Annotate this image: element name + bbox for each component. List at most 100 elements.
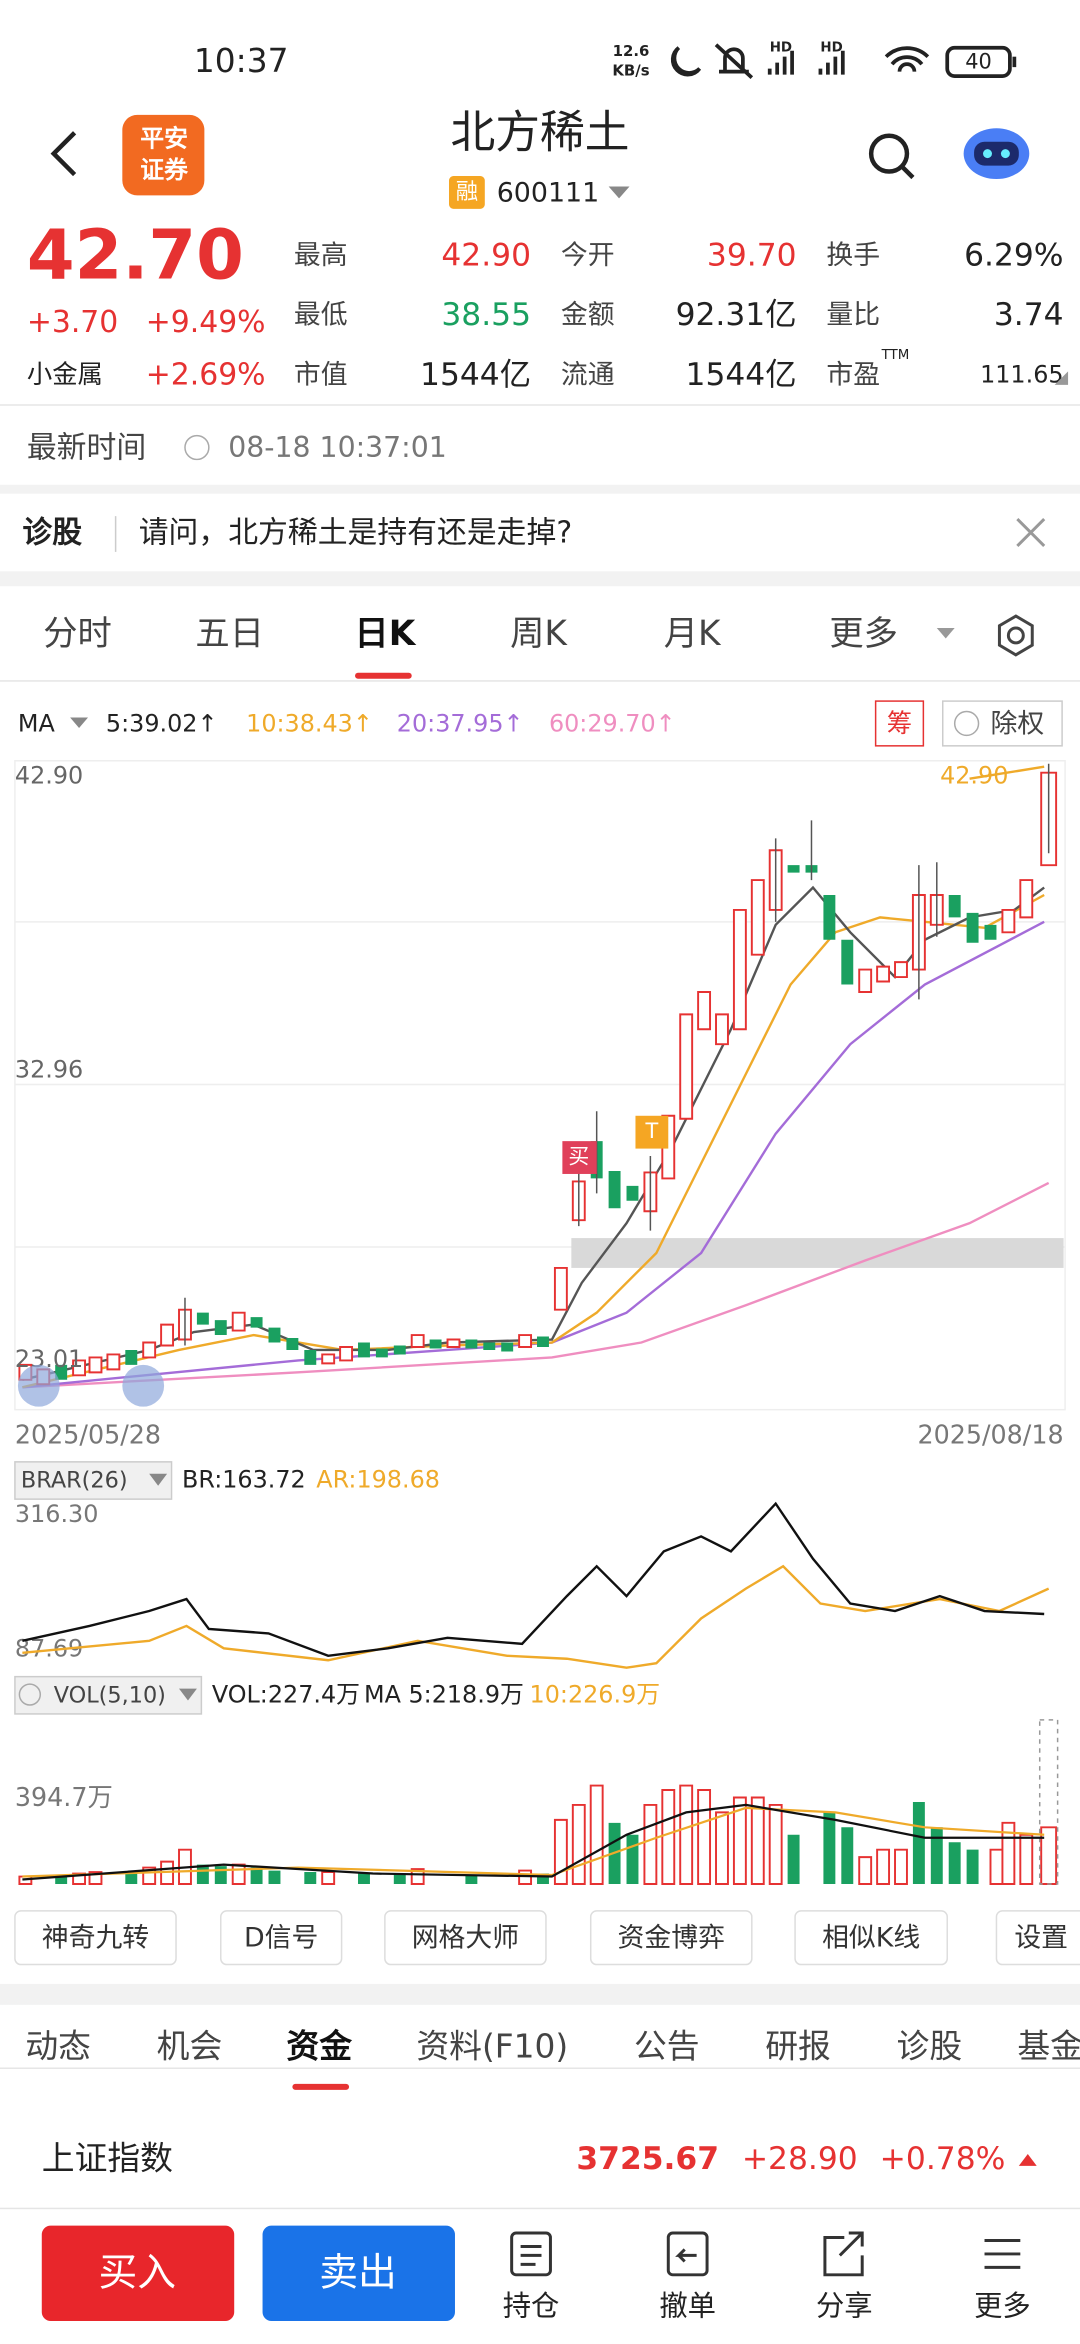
- chip-box[interactable]: [874, 700, 925, 747]
- ma-label[interactable]: MA: [18, 709, 56, 737]
- status-icons: [670, 43, 1017, 79]
- section-tab[interactable]: 公告: [634, 2028, 700, 2066]
- adjust[interactable]: 除权: [990, 708, 1044, 739]
- sell[interactable]: 卖出: [319, 2250, 397, 2295]
- tool[interactable]: 网格大师: [412, 1923, 519, 1954]
- robot[interactable]: [963, 128, 1030, 180]
- settings[interactable]: [997, 614, 1034, 657]
- chip[interactable]: 筹: [887, 708, 912, 738]
- current-box: [1038, 1719, 1059, 1885]
- vol-label[interactable]: VOL(5,10): [54, 1683, 166, 1709]
- vol-value: VOL:227.4万: [212, 1681, 360, 1709]
- title: 北方稀土: [451, 106, 630, 159]
- section-tab[interactable]: 资金: [286, 2028, 352, 2066]
- tool-button[interactable]: [589, 1910, 753, 1966]
- nav[interactable]: [17, 1364, 60, 1407]
- support-band: [571, 1238, 1064, 1268]
- tool[interactable]: 神奇九转: [42, 1923, 149, 1954]
- speed: 12.6: [613, 42, 650, 60]
- stat-value: 3.74: [994, 297, 1064, 333]
- stat-label: 市值: [294, 359, 348, 390]
- stat-label: 今开: [561, 240, 615, 271]
- tool[interactable]: D信号: [244, 1923, 318, 1954]
- index-pct: +0.78%: [880, 2141, 1006, 2177]
- buy-tag-bg: [562, 1141, 597, 1174]
- more-arrow[interactable]: [936, 627, 955, 639]
- high-label: 42.90: [940, 762, 1008, 790]
- tab[interactable]: 分时: [43, 614, 112, 654]
- tool-button[interactable]: [14, 1910, 177, 1966]
- search[interactable]: [868, 133, 915, 180]
- ma-arrow[interactable]: [70, 717, 89, 728]
- action[interactable]: 持仓: [503, 2290, 560, 2323]
- brar-box[interactable]: [14, 1461, 173, 1500]
- section-tab[interactable]: 资料(F10): [416, 2028, 568, 2066]
- brar-label[interactable]: BRAR(26): [21, 1468, 128, 1494]
- close[interactable]: [1016, 518, 1046, 548]
- tool-button[interactable]: [384, 1910, 547, 1966]
- tool-button[interactable]: [220, 1910, 343, 1966]
- action[interactable]: 分享: [816, 2290, 873, 2323]
- hd: HD: [770, 41, 792, 56]
- latest-time: 08-18 10:37:01: [228, 431, 447, 464]
- section-tab[interactable]: 机会: [157, 2028, 223, 2066]
- logo-text: 平安: [140, 125, 188, 153]
- section-underline: [292, 2083, 350, 2090]
- tool-button[interactable]: [794, 1910, 948, 1966]
- ttm: TTM: [881, 348, 910, 363]
- index-value: 3725.67: [576, 2141, 719, 2177]
- badge: 融: [456, 179, 478, 205]
- arrow[interactable]: [179, 1688, 197, 1701]
- vol-down: [55, 1801, 979, 1884]
- section-tab[interactable]: 动态: [25, 2028, 91, 2066]
- index-change: +28.90: [742, 2141, 858, 2177]
- action[interactable]: 撤单: [659, 2290, 716, 2323]
- info: [953, 710, 980, 737]
- vol-box[interactable]: [14, 1675, 203, 1715]
- tab[interactable]: 月K: [664, 614, 722, 654]
- adjust-box[interactable]: [942, 700, 1063, 747]
- t-tag-bg: [635, 1115, 669, 1149]
- ar: AR:198.68: [316, 1466, 440, 1494]
- dropdown[interactable]: [608, 186, 630, 199]
- nav[interactable]: [122, 1364, 165, 1407]
- tool-button[interactable]: [995, 1910, 1080, 1966]
- info: [18, 1683, 42, 1706]
- tab[interactable]: 更多: [829, 614, 898, 654]
- price-label: 32.96: [15, 1056, 83, 1084]
- diag-question[interactable]: 请问，北方稀土是持有还是走掉?: [139, 516, 572, 551]
- back[interactable]: [50, 131, 77, 177]
- buy-button[interactable]: [41, 2225, 235, 2322]
- ma-value: 10:38.43↑: [246, 709, 373, 737]
- divider: [0, 680, 1080, 682]
- stat-label: 换手: [826, 240, 880, 271]
- arrow[interactable]: [149, 1473, 168, 1486]
- stat-value: 42.90: [441, 238, 531, 274]
- change: +3.70: [27, 305, 118, 340]
- tab[interactable]: 五日: [195, 614, 264, 654]
- section-tab[interactable]: 诊股: [897, 2028, 963, 2066]
- vol-up: [18, 1784, 1058, 1885]
- stat-value: 38.55: [441, 297, 531, 333]
- tab[interactable]: 日K: [354, 614, 416, 654]
- section-tab[interactable]: 研报: [765, 2028, 831, 2066]
- vol-ma10-line: [22, 1806, 1045, 1878]
- sector-pct: +2.69%: [146, 357, 266, 392]
- stat-value: 39.70: [707, 238, 797, 274]
- tool[interactable]: 资金博弈: [618, 1923, 725, 1954]
- stat-label: 量比: [826, 300, 880, 331]
- section-tab[interactable]: 基金: [1017, 2028, 1080, 2066]
- sep: [114, 516, 117, 552]
- action[interactable]: 更多: [974, 2290, 1031, 2323]
- t-tag: T: [644, 1119, 658, 1143]
- up-arrow: [1018, 2153, 1037, 2166]
- buy[interactable]: 买入: [98, 2250, 176, 2295]
- tool[interactable]: 相似K线: [822, 1923, 920, 1954]
- action-icons: [510, 2231, 1021, 2277]
- ma20: [22, 920, 1045, 1389]
- tool[interactable]: 设置: [1014, 1923, 1068, 1954]
- index-name[interactable]: 上证指数: [42, 2139, 173, 2177]
- tab[interactable]: 周K: [510, 614, 568, 654]
- sell-button[interactable]: [262, 2225, 455, 2322]
